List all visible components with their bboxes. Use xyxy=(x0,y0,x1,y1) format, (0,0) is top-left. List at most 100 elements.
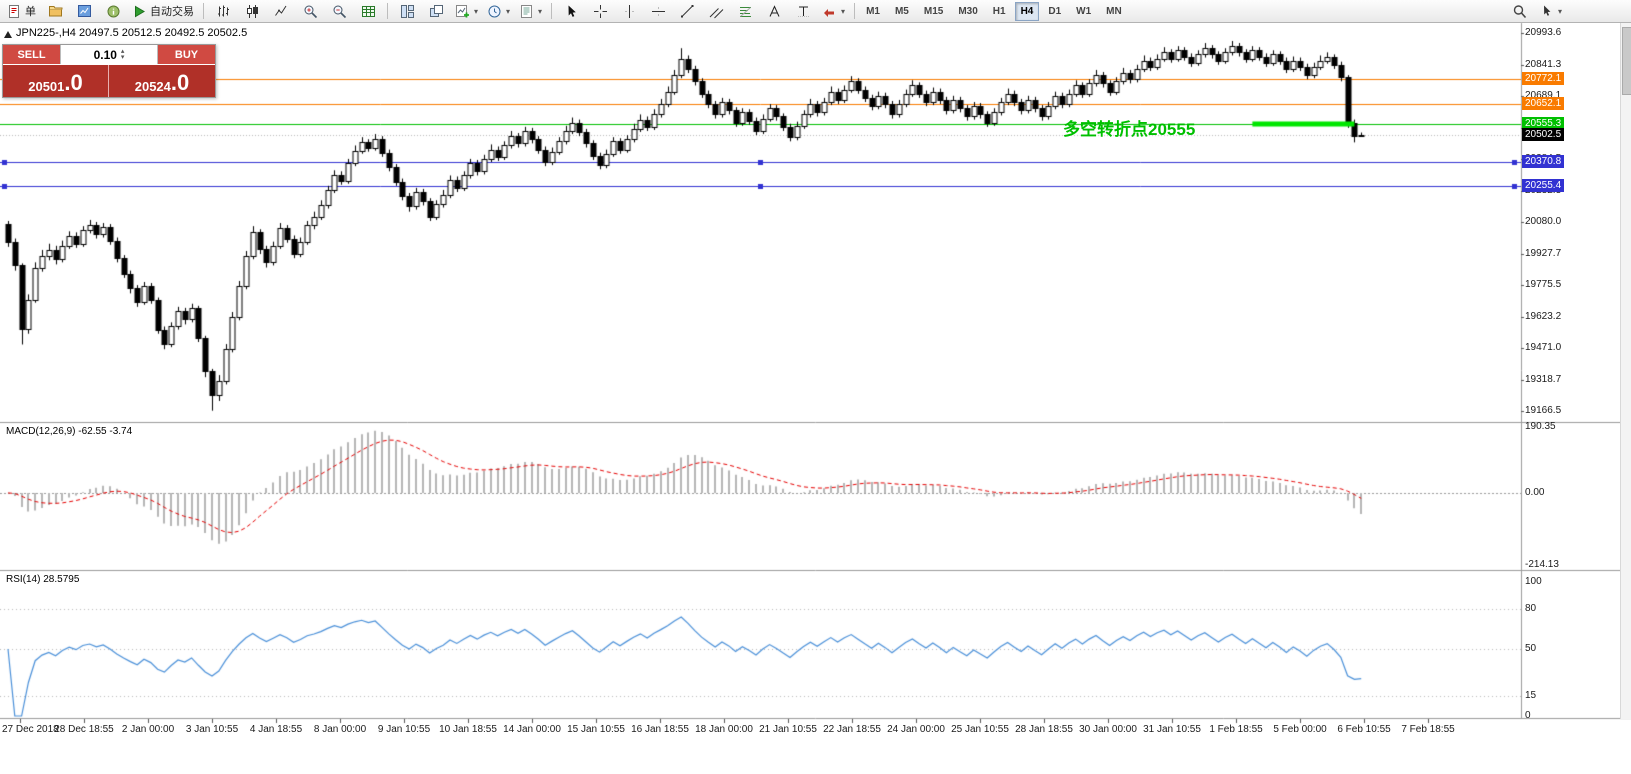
arrows-icon xyxy=(822,4,837,19)
rsi-axis-label: 15 xyxy=(1525,689,1537,701)
volume-increase-button[interactable]: ▴ xyxy=(120,47,125,55)
volume-value[interactable]: 0.10 xyxy=(93,47,117,62)
dropdown-arrow-icon[interactable]: ▾ xyxy=(1557,6,1562,16)
pointer-mode-button[interactable]: ▾ xyxy=(1535,0,1566,22)
timeframe-w1[interactable]: W1 xyxy=(1076,5,1092,17)
buy-price[interactable]: 20524 .0 xyxy=(109,65,215,97)
scrollbar-thumb[interactable] xyxy=(1622,27,1631,95)
time-axis-label: 30 Jan 00:00 xyxy=(1079,724,1137,735)
profiles-button[interactable] xyxy=(41,0,69,22)
crosshair-tool-button[interactable] xyxy=(586,0,614,22)
price-axis-label: 19471.0 xyxy=(1525,342,1562,353)
rsi-axis-label: 100 xyxy=(1525,576,1542,587)
line-chart-button[interactable] xyxy=(267,0,295,22)
new-chart-button[interactable]: ▾ xyxy=(451,0,482,22)
timeframe-m1[interactable]: M1 xyxy=(866,5,880,17)
symbol-search-button[interactable] xyxy=(1506,0,1534,22)
periods-button[interactable]: ▾ xyxy=(483,0,514,22)
hline-price-tag: 20652.1 xyxy=(1522,97,1565,111)
crosshair-icon xyxy=(593,4,608,19)
buy-button[interactable]: BUY xyxy=(158,45,215,64)
timeframe-d1[interactable]: D1 xyxy=(1048,5,1062,17)
dropdown-arrow-icon[interactable]: ▾ xyxy=(474,6,479,16)
dropdown-arrow-icon[interactable]: ▾ xyxy=(841,6,846,16)
bar-chart-icon xyxy=(216,4,231,19)
arrows-tool-button[interactable]: ▾ xyxy=(818,0,849,22)
navigator-button[interactable] xyxy=(99,0,127,22)
time-axis-label: 2 Jan 00:00 xyxy=(121,724,175,735)
toolbar-separator xyxy=(203,3,204,19)
timeframe-m5[interactable]: M5 xyxy=(894,5,909,17)
price-axis-label: 19927.7 xyxy=(1525,247,1562,259)
one-click-trading-panel: SELL 0.10 ▴ ▾ BUY 20501 .0 20524 .0 xyxy=(2,44,216,98)
market-watch-button[interactable] xyxy=(70,0,98,22)
price-axis-label: 19318.7 xyxy=(1525,373,1562,385)
new-chart-icon xyxy=(455,4,470,19)
timeframe-h4[interactable]: H4 xyxy=(1014,1,1040,21)
price-axis-label: 20080.0 xyxy=(1525,216,1562,227)
horizontal-line-tool-button[interactable] xyxy=(644,0,672,22)
channel-tool-button[interactable] xyxy=(702,0,730,22)
time-axis-label: 27 Dec 2018 xyxy=(2,724,59,735)
toolbar-separator xyxy=(551,3,553,19)
chart-annotation-text[interactable]: 多空转折点20555 xyxy=(1063,120,1196,139)
zoom-in-button[interactable] xyxy=(296,0,324,22)
fibonacci-tool-button[interactable] xyxy=(731,0,759,22)
one-click-collapse-icon[interactable] xyxy=(4,31,12,38)
timeframe-h1[interactable]: H1 xyxy=(992,5,1006,17)
time-axis-label: 22 Jan 18:55 xyxy=(823,724,881,735)
templates-button[interactable]: ▾ xyxy=(515,0,546,22)
time-axis-label: 31 Jan 10:55 xyxy=(1143,724,1201,735)
macd-indicator-label: MACD(12,26,9) -62.55 -3.74 xyxy=(6,426,133,437)
search-icon xyxy=(1512,4,1527,19)
price-axis-label: 20689.1 xyxy=(1525,89,1562,101)
timeframe-mn[interactable]: MN xyxy=(1106,5,1122,17)
time-axis-label: 25 Jan 10:55 xyxy=(951,724,1009,735)
tile-windows-icon xyxy=(400,4,415,19)
tile-windows-button[interactable] xyxy=(393,0,421,22)
time-axis-label: 4 Jan 18:55 xyxy=(249,724,303,735)
buy-price-frac: .0 xyxy=(170,70,190,95)
vertical-line-tool-button[interactable] xyxy=(615,0,643,22)
dropdown-arrow-icon[interactable]: ▾ xyxy=(506,6,511,16)
cascade-windows-button[interactable] xyxy=(422,0,450,22)
price-axis-label: 19166.5 xyxy=(1525,405,1562,416)
trendline-icon xyxy=(680,4,695,19)
sell-price[interactable]: 20501 .0 xyxy=(3,65,109,97)
zoom-out-button[interactable] xyxy=(325,0,353,22)
hline-price-tag: 20370.8 xyxy=(1522,155,1565,169)
new-order-button[interactable]: 单 xyxy=(3,0,40,22)
toolbar-separator xyxy=(854,3,856,19)
timeframe-m30[interactable]: M30 xyxy=(958,5,978,17)
rsi-axis-label: 50 xyxy=(1525,643,1537,654)
auto-trading-button[interactable]: 自动交易 xyxy=(128,0,198,22)
time-axis-label: 8 Jan 00:00 xyxy=(313,724,367,735)
time-axis-label: 9 Jan 10:55 xyxy=(377,724,431,735)
vertical-scrollbar[interactable] xyxy=(1620,23,1631,719)
dropdown-arrow-icon[interactable]: ▾ xyxy=(538,6,543,16)
one-click-top-row: SELL 0.10 ▴ ▾ BUY xyxy=(3,45,215,64)
macd-axis-label: 0.00 xyxy=(1525,486,1545,498)
volume-stepper[interactable]: 0.10 ▴ ▾ xyxy=(60,45,158,64)
label-tool-button[interactable] xyxy=(789,0,817,22)
timeframe-m15[interactable]: M15 xyxy=(923,5,944,17)
volume-decrease-button[interactable]: ▾ xyxy=(120,53,125,61)
trendline-tool-button[interactable] xyxy=(673,0,701,22)
price-axis-label: 19623.2 xyxy=(1525,310,1562,322)
label-icon xyxy=(796,4,811,19)
bar-chart-button[interactable] xyxy=(209,0,237,22)
hline-price-tag: 20555.3 xyxy=(1522,117,1565,131)
text-tool-button[interactable] xyxy=(760,0,788,22)
rsi-indicator-label: RSI(14) 28.5795 xyxy=(6,574,80,585)
candlestick-chart-button[interactable] xyxy=(238,0,266,22)
time-axis-label: 14 Jan 00:00 xyxy=(503,724,561,735)
time-axis-label: 24 Jan 00:00 xyxy=(887,724,945,735)
toolbar: 单 自动交易 ▾ ▾ ▾ ▾ M1 M5 M15 M30 H1 H4 D1 W1 MN ▾ xyxy=(0,0,1631,23)
grid-button[interactable] xyxy=(354,0,382,22)
cursor-tool-button[interactable] xyxy=(557,0,585,22)
hline-price-tag: 20255.4 xyxy=(1522,179,1565,193)
sell-button[interactable]: SELL xyxy=(3,45,60,64)
time-axis-label: 3 Jan 10:55 xyxy=(185,724,239,735)
